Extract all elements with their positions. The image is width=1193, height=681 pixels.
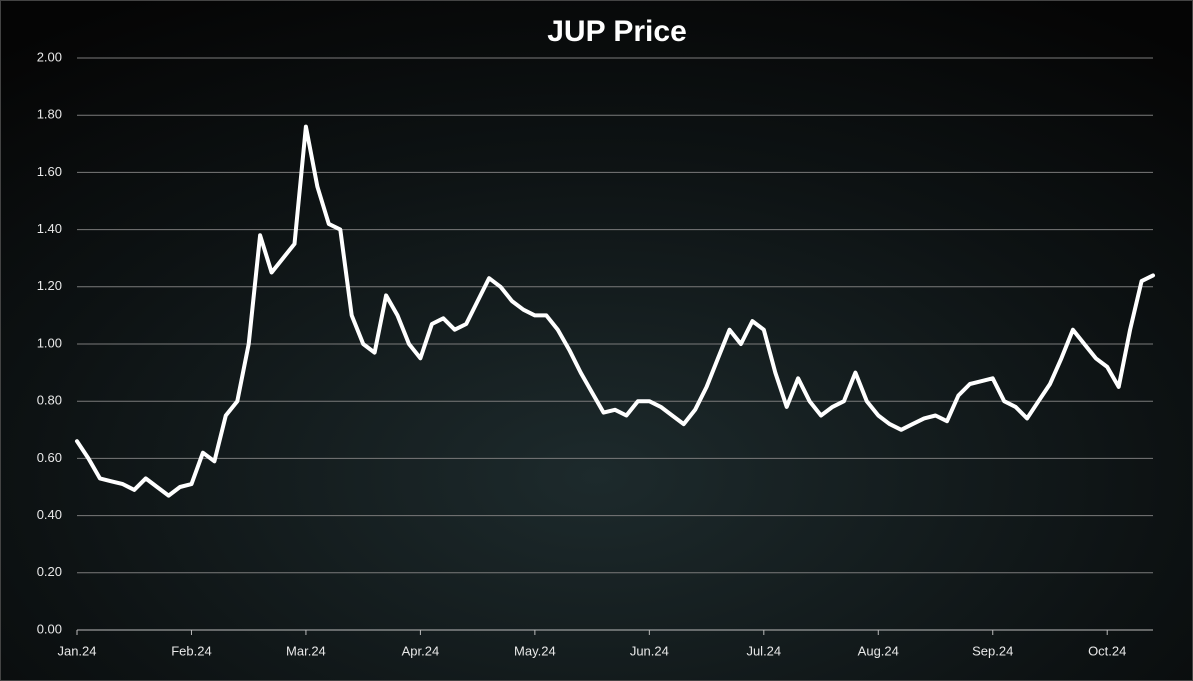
x-tick-label: Aug.24 [858, 643, 899, 658]
x-tick-label: Feb.24 [171, 643, 211, 658]
chart-title: JUP Price [547, 15, 687, 48]
x-tick-label: Jan.24 [57, 643, 96, 658]
y-tick-label: 1.60 [37, 164, 62, 179]
y-tick-label: 0.00 [37, 621, 62, 636]
x-tick-label: Jun.24 [630, 643, 669, 658]
y-tick-label: 0.40 [37, 507, 62, 522]
y-tick-label: 1.00 [37, 335, 62, 350]
y-tick-label: 2.00 [37, 49, 62, 64]
y-tick-label: 0.60 [37, 450, 62, 465]
y-tick-label: 0.20 [37, 564, 62, 579]
y-tick-label: 1.80 [37, 107, 62, 122]
price-line [75, 124, 1155, 498]
x-tick-label: May.24 [514, 643, 556, 658]
x-tick-label: Apr.24 [402, 643, 440, 658]
x-tick-label: Mar.24 [286, 643, 326, 658]
x-tick-label: Jul.24 [746, 643, 781, 658]
x-tick-label: Sep.24 [972, 643, 1013, 658]
y-tick-label: 1.20 [37, 278, 62, 293]
x-tick-label: Oct.24 [1088, 643, 1126, 658]
y-tick-label: 1.40 [37, 221, 62, 236]
y-tick-label: 0.80 [37, 393, 62, 408]
